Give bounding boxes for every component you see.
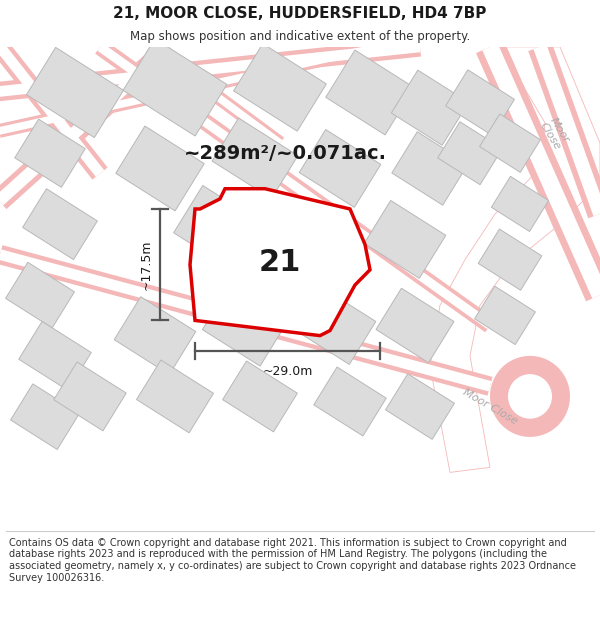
Polygon shape (202, 285, 287, 366)
Polygon shape (137, 360, 214, 433)
Polygon shape (437, 122, 502, 185)
Polygon shape (475, 286, 535, 344)
Polygon shape (479, 114, 541, 172)
Polygon shape (114, 297, 196, 374)
Polygon shape (19, 321, 91, 391)
Polygon shape (212, 118, 298, 199)
Polygon shape (364, 201, 446, 278)
Polygon shape (491, 176, 548, 231)
Polygon shape (392, 132, 468, 205)
Polygon shape (54, 362, 126, 431)
Polygon shape (23, 189, 97, 259)
Circle shape (490, 356, 570, 437)
Polygon shape (478, 229, 542, 290)
Text: 21, MOOR CLOSE, HUDDERSFIELD, HD4 7BP: 21, MOOR CLOSE, HUDDERSFIELD, HD4 7BP (113, 6, 487, 21)
Text: ~289m²/~0.071ac.: ~289m²/~0.071ac. (184, 144, 386, 162)
Circle shape (508, 374, 552, 419)
Polygon shape (326, 50, 414, 135)
Text: ~29.0m: ~29.0m (262, 364, 313, 378)
Polygon shape (314, 367, 386, 436)
Polygon shape (5, 262, 74, 328)
Polygon shape (173, 186, 266, 273)
Text: Contains OS data © Crown copyright and database right 2021. This information is : Contains OS data © Crown copyright and d… (9, 538, 576, 582)
Polygon shape (15, 119, 85, 188)
Polygon shape (299, 129, 381, 208)
Text: Map shows position and indicative extent of the property.: Map shows position and indicative extent… (130, 30, 470, 43)
Text: Moor Close: Moor Close (461, 387, 519, 426)
Polygon shape (266, 198, 353, 281)
Polygon shape (26, 48, 124, 138)
Polygon shape (376, 288, 454, 362)
Polygon shape (294, 287, 376, 364)
Polygon shape (430, 47, 600, 473)
Polygon shape (223, 361, 298, 432)
Polygon shape (386, 374, 454, 439)
Polygon shape (446, 70, 514, 136)
Text: 21: 21 (259, 248, 301, 277)
Polygon shape (391, 70, 469, 145)
Polygon shape (116, 126, 204, 211)
Text: ~17.5m: ~17.5m (139, 239, 152, 290)
Polygon shape (11, 384, 79, 449)
Polygon shape (190, 189, 370, 336)
Polygon shape (233, 44, 326, 131)
Text: Moor
Close: Moor Close (538, 114, 572, 151)
Polygon shape (123, 39, 227, 136)
